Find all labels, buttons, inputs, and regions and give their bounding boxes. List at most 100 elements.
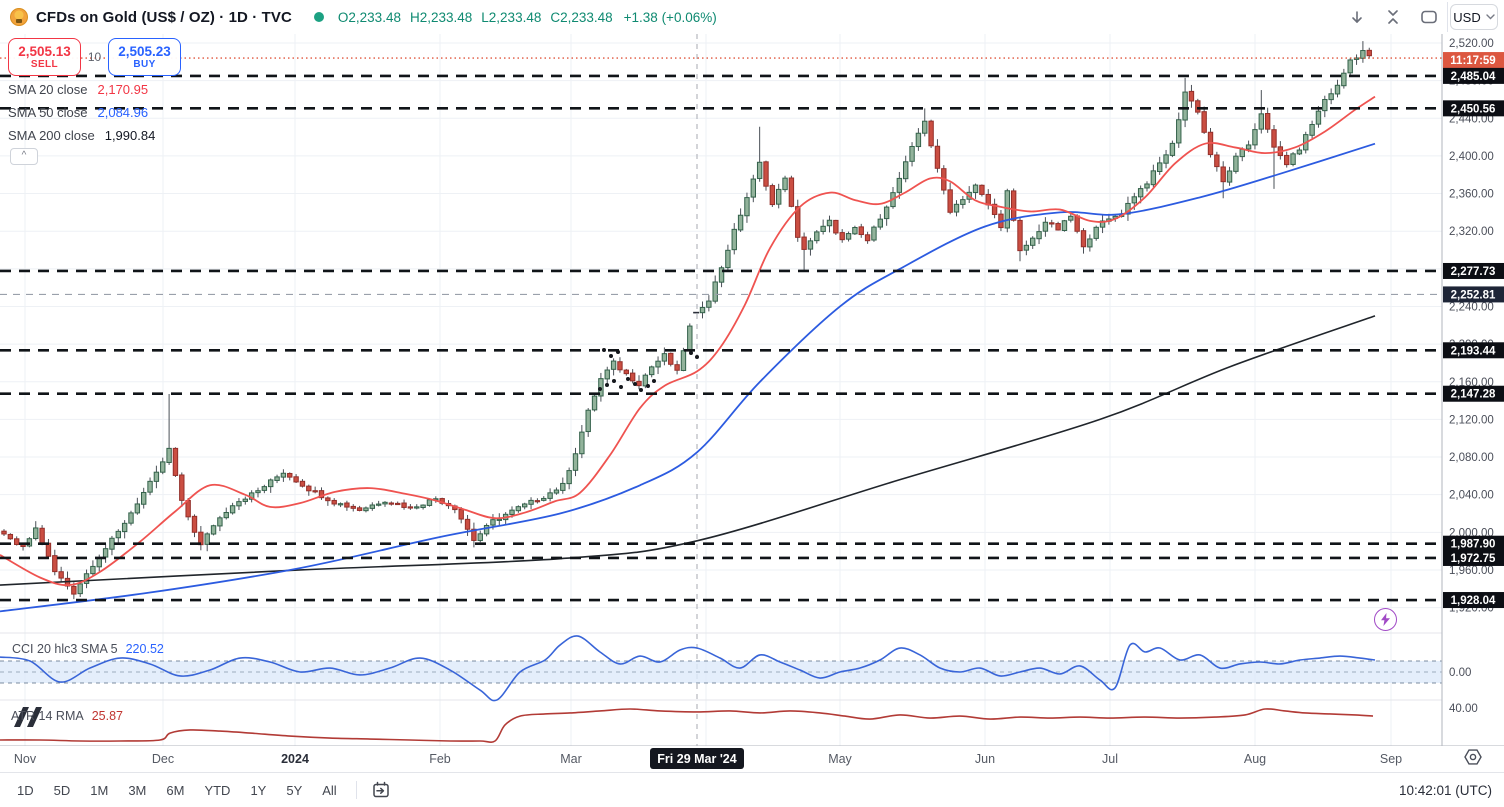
candle-body <box>610 360 617 370</box>
candle-body <box>128 512 134 524</box>
candle-body <box>1169 142 1176 156</box>
candle-body <box>979 184 985 195</box>
candle-body <box>1131 196 1137 204</box>
go-to-date-icon[interactable] <box>371 781 391 799</box>
price-tick-label: 2,360.00 <box>1449 189 1494 201</box>
sma-200-legend[interactable]: SMA 200 close 1,990.84 <box>8 124 155 147</box>
sma-20-label: SMA 20 close <box>8 82 88 97</box>
candle-body <box>109 537 115 550</box>
candle-body <box>1074 215 1080 232</box>
candle-body <box>1093 226 1099 239</box>
range-button-ytd[interactable]: YTD <box>204 782 231 798</box>
candle-body <box>1049 222 1055 225</box>
candle-body <box>763 161 769 187</box>
candle-body <box>1068 215 1074 221</box>
currency-selector[interactable]: USD <box>1450 4 1498 30</box>
sell-button[interactable]: 2,505.13 SELL <box>8 38 81 76</box>
candle-body <box>617 361 623 371</box>
price-badge <box>1443 100 1504 117</box>
price-change: +1.38 (+0.06%) <box>623 9 717 25</box>
candle-body <box>1252 129 1258 146</box>
candle-body <box>1233 155 1239 172</box>
candle-body <box>134 503 141 514</box>
candle-body <box>591 395 598 411</box>
sma-50-legend[interactable]: SMA 50 close 2,084.96 <box>8 101 155 124</box>
price-badge <box>1443 385 1504 402</box>
candle-body <box>39 527 45 545</box>
candle-body <box>1099 220 1106 228</box>
candle-body <box>528 499 534 505</box>
candle-body <box>496 518 503 521</box>
atr-legend[interactable]: ATR 14 RMA 25.87 <box>11 709 123 723</box>
cci-legend[interactable]: CCI 20 hlc3 SMA 5 220.52 <box>12 642 164 656</box>
candle-body <box>312 490 318 493</box>
candle-body <box>287 472 293 478</box>
candle-body <box>268 479 274 488</box>
candle-body <box>1309 124 1315 136</box>
dot-marker <box>689 351 693 355</box>
time-axis[interactable] <box>0 746 1504 772</box>
candle-body <box>242 498 249 502</box>
price-badge <box>1443 592 1504 609</box>
candle-body <box>1258 113 1264 130</box>
dot-marker <box>646 384 650 388</box>
candle-body <box>1271 129 1277 148</box>
dot-marker <box>619 385 623 389</box>
dot-marker <box>626 377 630 381</box>
sma-20-value: 2,170.95 <box>97 82 149 97</box>
price-badge-label: 1,928.04 <box>1451 595 1496 607</box>
dot-marker <box>612 379 616 383</box>
candle-body <box>375 503 382 506</box>
price-tick-label: 2,040.00 <box>1449 490 1494 502</box>
candle-body <box>1334 84 1341 95</box>
market-status-icon[interactable] <box>313 12 324 22</box>
range-button-5y[interactable]: 5Y <box>286 782 303 798</box>
candle-body <box>401 502 407 508</box>
range-button-1d[interactable]: 1D <box>17 782 34 798</box>
candle-body <box>191 515 198 533</box>
atr-axis-label: 40.00 <box>1449 703 1478 715</box>
lightning-icon[interactable] <box>1374 608 1397 631</box>
dot-marker <box>605 383 609 387</box>
range-button-1y[interactable]: 1Y <box>250 782 267 798</box>
candle-body <box>896 177 903 193</box>
range-button-3m[interactable]: 3M <box>128 782 147 798</box>
buy-button[interactable]: 2,505.23 BUY <box>108 38 181 76</box>
candle-body <box>90 565 96 575</box>
clock-utc[interactable]: 10:42:01 (UTC) <box>1398 782 1492 798</box>
price-badge-label: 2,147.28 <box>1451 389 1496 401</box>
candle-body <box>1036 231 1042 240</box>
order-quantity[interactable]: 10 <box>87 50 102 64</box>
collapse-legend-button[interactable]: ^ <box>10 148 38 165</box>
time-axis-settings-icon[interactable] <box>1464 749 1482 765</box>
symbol-title[interactable]: CFDs on Gold (US$ / OZ) · 1D · TVC <box>36 8 292 26</box>
candle-body <box>833 219 839 234</box>
price-badge <box>1443 52 1504 69</box>
fullscreen-icon[interactable] <box>1416 4 1442 30</box>
candle-body <box>877 218 883 228</box>
sma-20-legend[interactable]: SMA 20 close 2,170.95 <box>8 78 155 101</box>
collapse-panes-icon[interactable] <box>1380 4 1406 30</box>
symbol-logo-icon[interactable] <box>10 8 28 26</box>
range-button-all[interactable]: All <box>322 782 337 798</box>
candle-body <box>750 178 756 198</box>
download-icon[interactable] <box>1344 4 1370 30</box>
candle-body <box>414 506 420 509</box>
dot-marker <box>639 388 643 392</box>
range-button-1m[interactable]: 1M <box>90 782 109 798</box>
range-button-5d[interactable]: 5D <box>53 782 71 798</box>
cci-label: CCI 20 hlc3 SMA 5 <box>12 642 118 656</box>
candle-body <box>534 500 541 503</box>
range-button-6m[interactable]: 6M <box>166 782 185 798</box>
candle-body <box>204 533 210 545</box>
price-badge <box>1443 535 1504 552</box>
candle-body <box>426 499 433 506</box>
price-chart[interactable]: 2,520.002,480.002,440.002,400.002,360.00… <box>0 0 1504 772</box>
candle-body <box>1087 238 1093 248</box>
candle-body <box>661 353 668 362</box>
candle-body <box>1195 100 1201 113</box>
candle-body <box>909 145 915 162</box>
ohlc-high: H2,233.48 <box>409 9 473 25</box>
candle-body <box>356 507 363 511</box>
candle-body <box>26 538 33 547</box>
